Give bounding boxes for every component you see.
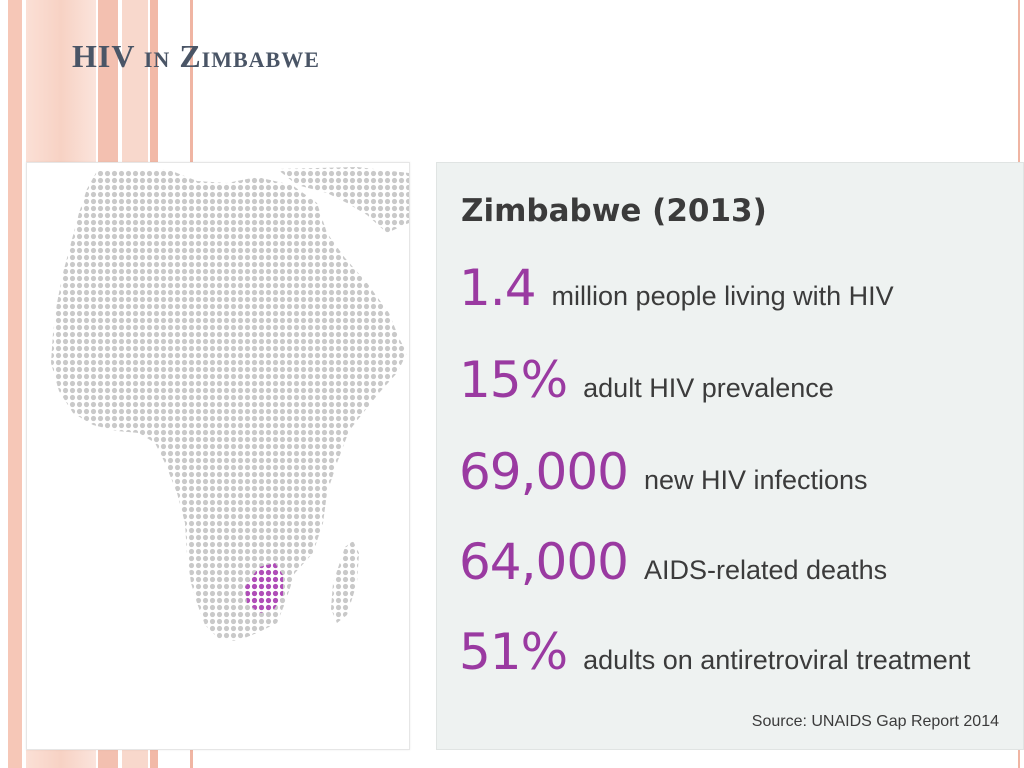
- stat-label: adult HIV prevalence: [583, 373, 834, 403]
- stat-value: 15%: [459, 351, 568, 409]
- stats-heading: Zimbabwe (2013): [461, 193, 767, 229]
- stat-label: million people living with HIV: [551, 281, 894, 311]
- stat-row-prevalence: 15% adult HIV prevalence: [459, 351, 834, 409]
- stripe: [8, 0, 22, 768]
- stat-value: 69,000: [459, 443, 629, 501]
- stats-panel: Zimbabwe (2013) 1.4 million people livin…: [436, 162, 1024, 750]
- stat-label: AIDS-related deaths: [643, 555, 888, 585]
- africa-map-icon: [51, 167, 409, 641]
- africa-map-panel: [26, 162, 410, 750]
- stat-row-people-living: 1.4 million people living with HIV: [459, 259, 894, 317]
- source-citation: Source: UNAIDS Gap Report 2014: [751, 713, 999, 730]
- stat-row-new-infections: 69,000 new HIV infections: [459, 443, 868, 501]
- stat-value: 64,000: [459, 533, 629, 591]
- stat-value: 51%: [459, 623, 568, 681]
- stat-row-art-coverage: 51% adults on antiretroviral treatment: [459, 623, 970, 681]
- stat-label: new HIV infections: [643, 465, 868, 495]
- slide-title: HIV in Zimbabwe: [72, 38, 320, 74]
- stat-row-aids-deaths: 64,000 AIDS-related deaths: [459, 533, 887, 591]
- stat-value: 1.4: [459, 259, 537, 317]
- stat-label: adults on antiretroviral treatment: [583, 645, 971, 675]
